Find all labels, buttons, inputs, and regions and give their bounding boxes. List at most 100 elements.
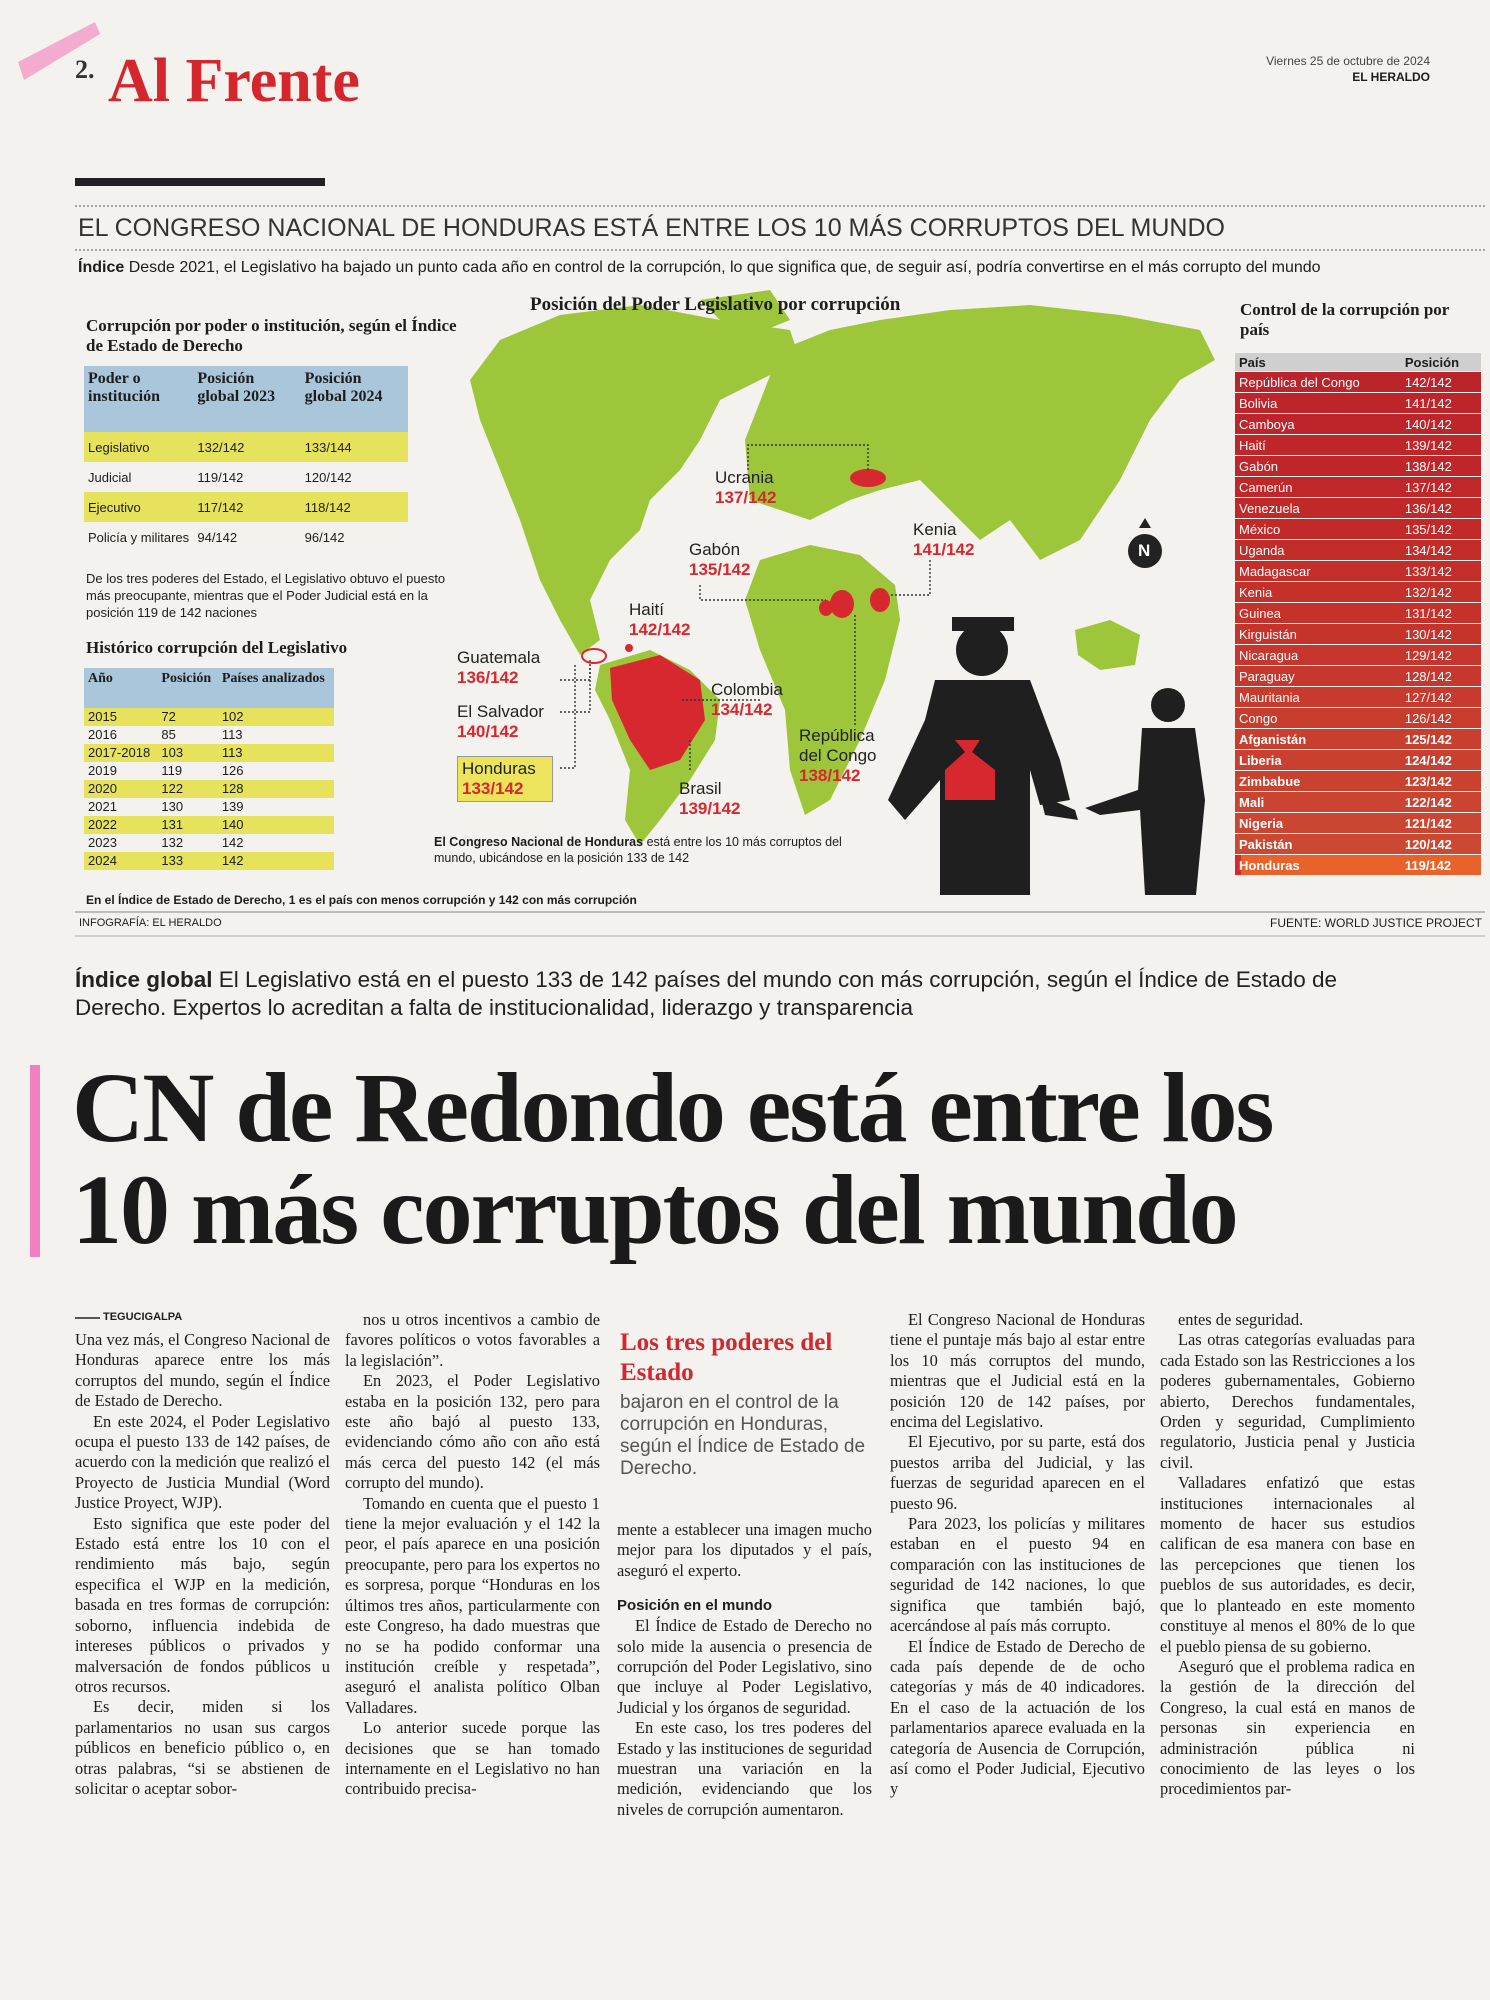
country-table: País Posición República del Congo 142/142 Bo…: [1235, 353, 1481, 875]
table-title: Histórico corrupción del Legislativo: [86, 638, 348, 657]
intro: Índice Desde 2021, el Legislativo ha baj…: [78, 257, 1378, 278]
row: Bolivia 141/142: [1235, 392, 1481, 414]
institution-table: Poder o institución Posición global 2023 P…: [84, 366, 408, 552]
cell: 140/142: [1400, 413, 1481, 435]
cell: 137/142: [1400, 476, 1481, 498]
country: Ucrania: [715, 468, 774, 487]
cell: 119/142: [1400, 854, 1481, 875]
cell: Paraguay: [1235, 665, 1401, 687]
header-cell: País: [1235, 353, 1401, 372]
cell: 117/142: [197, 499, 244, 515]
cell: 129/142: [1400, 644, 1481, 666]
head: [1151, 688, 1185, 722]
cell: 131/142: [1400, 602, 1481, 624]
row: Paraguay 128/142: [1235, 665, 1481, 687]
map-label: El Salvador 140/142: [457, 702, 597, 742]
row: Afganistán 125/142: [1235, 728, 1481, 750]
cell: Camboya: [1235, 413, 1401, 435]
header-cell: Posición: [157, 668, 218, 708]
cell: Legislativo: [88, 439, 150, 455]
compass: [1128, 534, 1162, 568]
row: Camboya 140/142: [1235, 413, 1481, 435]
paragraph: Una vez más, el Congreso Nacional de Hon…: [75, 1330, 330, 1411]
cell: 120/142: [1400, 833, 1481, 855]
row: 2016 85 113: [84, 726, 334, 744]
head: [956, 624, 1008, 676]
source: FUENTE: WORLD JUSTICE PROJECT: [1269, 916, 1482, 930]
cell: Mali: [1235, 791, 1401, 813]
cell: 121/142: [1400, 812, 1481, 834]
footnote: En el Índice de Estado de Derecho, 1 es …: [86, 893, 637, 907]
paragraph: mente a establecer una imagen mucho mejo…: [617, 1520, 872, 1580]
row: Honduras 119/142: [1235, 854, 1481, 875]
infographic-title: EL CONGRESO NACIONAL DE HONDURAS ESTÁ EN…: [78, 214, 1225, 242]
position: 142/142: [629, 620, 691, 639]
map-label: Honduras 133/142: [457, 756, 553, 802]
cell: 122: [161, 781, 184, 796]
row: 2019 119 126: [84, 762, 334, 780]
cell: 139/142: [1400, 434, 1481, 456]
map-label: República del Congo 138/142: [799, 726, 899, 786]
cell: 85: [161, 727, 176, 742]
section-number: 2.: [75, 55, 95, 84]
cell: Honduras: [1235, 854, 1401, 875]
cell: Pakistán: [1235, 833, 1401, 855]
cell: Nigeria: [1235, 812, 1401, 834]
marker-stroke: [18, 22, 100, 80]
greenland: [700, 290, 790, 340]
row: Policía y militares 94/142 96/142: [84, 522, 408, 552]
header-cell: Posición global 2024: [300, 366, 408, 432]
paragraph: Es decir, miden si los parlamentarios no…: [75, 1697, 330, 1798]
highlight-sa: [610, 655, 705, 770]
row: Gabón 138/142: [1235, 455, 1481, 477]
cell: 113: [221, 745, 243, 760]
cell: 122/142: [1400, 791, 1481, 813]
country: República del Congo: [799, 726, 877, 765]
cell: Judicial: [88, 469, 132, 485]
row: 2023 132 142: [84, 834, 334, 852]
paragraph: Tomando en cuenta que el puesto 1 tiene …: [345, 1493, 600, 1717]
cell: 125/142: [1400, 728, 1481, 750]
highlight-central-america: [581, 648, 607, 664]
paragraph: En este 2024, el Poder Legislativo ocupa…: [75, 1411, 330, 1513]
cell: Mauritania: [1235, 686, 1401, 708]
money-bag: [945, 740, 995, 800]
position: 141/142: [913, 540, 975, 559]
paragraph: nos u otros incentivos a cambio de favor…: [345, 1310, 600, 1370]
cell: Haití: [1235, 434, 1401, 456]
cell: 136/142: [1400, 497, 1481, 519]
cell: 138/142: [1400, 455, 1481, 477]
leader: [560, 665, 576, 769]
cell: 130: [161, 799, 184, 814]
map-note-bold: El Congreso Nacional de Honduras: [434, 835, 644, 849]
position: 139/142: [679, 799, 741, 818]
cell: Gabón: [1235, 455, 1401, 477]
country: Honduras: [462, 759, 536, 778]
table-title: Corrupción por poder o institución, segú…: [86, 316, 457, 355]
cell: 118/142: [304, 499, 351, 515]
cell: Kenia: [1235, 581, 1401, 603]
cell: 2015: [88, 709, 117, 724]
note: De los tres poderes del Estado, el Legis…: [86, 571, 446, 620]
column: entes de seguridad. Las otras categorías …: [1160, 1310, 1415, 1800]
cell: Guinea: [1235, 602, 1401, 624]
paragraph: Las otras categorías evaluadas para cada…: [1160, 1330, 1415, 1472]
row: Judicial 119/142 120/142: [84, 462, 408, 492]
country: Gabón: [689, 540, 741, 559]
paragraph: Esto significa que este poder del Estado…: [75, 1513, 330, 1696]
cell: 2023: [88, 835, 117, 850]
paragraph: El Índice de Estado de Derecho no solo m…: [617, 1616, 872, 1717]
cell: 127/142: [1400, 686, 1481, 708]
cell: 2017-2018: [88, 745, 151, 760]
cell: 113: [221, 727, 243, 742]
row: Pakistán 120/142: [1235, 833, 1481, 855]
hand: [1040, 795, 1078, 820]
cell: 141/142: [1400, 392, 1481, 414]
paragraph: entes de seguridad.: [1178, 1310, 1304, 1329]
cell: 120/142: [304, 469, 352, 485]
compass-arrow: [1139, 518, 1151, 528]
cell: República del Congo: [1235, 371, 1401, 393]
cell: 142: [221, 853, 244, 868]
